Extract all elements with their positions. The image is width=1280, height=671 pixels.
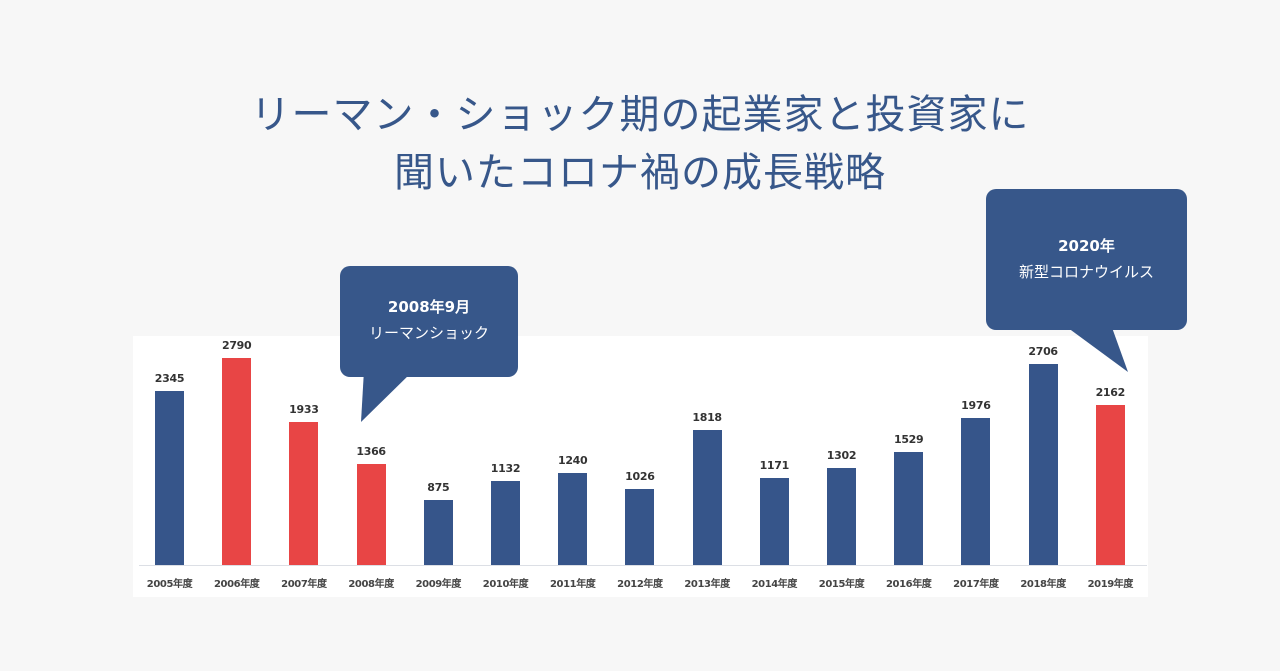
bar-2012: [625, 489, 655, 565]
callout-tail-lehman: [361, 370, 414, 422]
bar-2017: [961, 418, 991, 565]
x-axis-tick-label: 2017年度: [953, 579, 999, 590]
bar-value-label: 1302: [826, 449, 857, 462]
x-axis-tick-label: 2016年度: [885, 579, 932, 590]
bar-2013: [692, 430, 722, 565]
bar-2016: [894, 452, 924, 565]
bar-value-label: 1026: [625, 470, 655, 483]
bar-value-label: 2790: [221, 339, 252, 352]
callout-lehman-date: 2008年9月: [387, 298, 471, 316]
bar-2010: [491, 481, 520, 565]
bar-value-label: 1976: [961, 399, 991, 412]
x-axis-tick-label: 2019年度: [1087, 579, 1134, 590]
bar-2018: [1028, 364, 1058, 565]
bar-value-label: 2345: [154, 372, 185, 385]
bar-value-label: 1240: [557, 454, 588, 467]
bar-value-label: 1366: [356, 445, 386, 458]
callout-lehman-label: リーマンショック: [368, 324, 489, 342]
x-axis-tick-label: 2010年度: [482, 579, 529, 590]
bar-value-label: 2162: [1095, 386, 1126, 399]
bar-2014: [759, 478, 789, 565]
x-axis-tick-label: 2015年度: [818, 579, 865, 590]
bar-value-label: 1933: [289, 403, 319, 416]
bar-value-label: 2706: [1028, 345, 1058, 358]
bar-2007: [289, 422, 319, 565]
x-axis-tick-label: 2014年度: [751, 579, 798, 590]
bar-value-label: 1529: [893, 433, 924, 446]
x-axis-tick-label: 2007年度: [281, 579, 327, 590]
x-axis-tick-label: 2011年度: [549, 579, 596, 590]
callout-covid-label: 新型コロナウイルス: [1018, 263, 1154, 281]
x-axis-tick-label: 2005年度: [146, 579, 193, 590]
bar-value-label: 1171: [759, 459, 790, 472]
bar-2009: [423, 500, 453, 565]
bar-2005: [155, 391, 184, 565]
title-line-1: リーマン・ショック期の起業家と投資家に: [250, 92, 1030, 138]
callout-covid-date: 2020年: [1058, 237, 1115, 255]
callout-lehman-shock: 2008年9月 リーマンショック: [340, 266, 518, 377]
x-axis-tick-label: 2012年度: [617, 579, 663, 590]
bar-value-label: 875: [427, 481, 450, 494]
x-axis-tick-label: 2006年度: [213, 579, 260, 590]
bar-2019: [1095, 405, 1125, 565]
x-axis-tick-label: 2008年度: [348, 579, 394, 590]
x-axis-tick-label: 2013年度: [684, 579, 730, 590]
x-axis-tick-label: 2018年度: [1020, 579, 1066, 590]
bar-2006: [222, 358, 252, 565]
callout-covid: 2020年 新型コロナウイルス: [986, 189, 1187, 330]
bar-2011: [558, 473, 588, 565]
page-title: リーマン・ショック期の起業家と投資家に 聞いたコロナ禍の成長戦略: [0, 86, 1280, 202]
bar-value-label: 1132: [490, 462, 521, 475]
bar-value-label: 1818: [692, 411, 722, 424]
title-line-2: 聞いたコロナ禍の成長戦略: [394, 150, 886, 196]
bar-2015: [827, 468, 856, 565]
x-axis-tick-label: 2009年度: [415, 579, 462, 590]
x-axis-baseline: [139, 565, 1147, 566]
bar-2008: [356, 464, 386, 565]
callout-tail-covid: [1060, 322, 1128, 372]
